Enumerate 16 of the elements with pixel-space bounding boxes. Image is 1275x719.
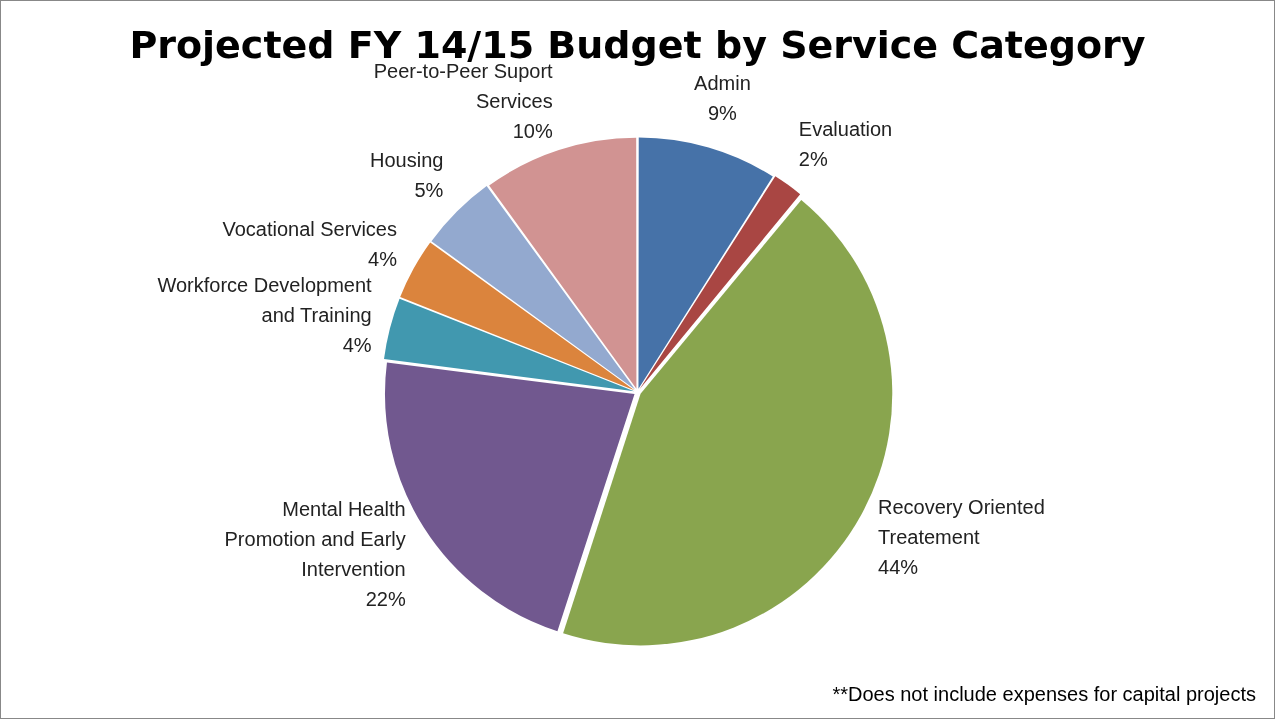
slice-label: Housing [370,149,444,172]
slice-label: Admin [694,72,751,95]
data-label: 22% [365,587,406,610]
slice-label: Recovery Oriented Treatement [878,496,1045,549]
data-label: 10% [512,119,553,142]
data-label: 4% [368,247,398,270]
data-label: 5% [414,179,444,202]
slice-label: Vocational Services [222,217,397,240]
data-label: 4% [342,333,372,356]
slice-label: Workforce Development and Training [157,273,373,326]
data-label: 9% [708,102,738,125]
slice-label: Mental Health Promotion and Early Intervention [224,497,406,580]
text: **Does not include expenses for capital projects [832,683,1256,706]
data-label: 44% [878,556,919,579]
slice-label: Evaluation [798,118,893,141]
data-label: 2% [798,148,828,171]
